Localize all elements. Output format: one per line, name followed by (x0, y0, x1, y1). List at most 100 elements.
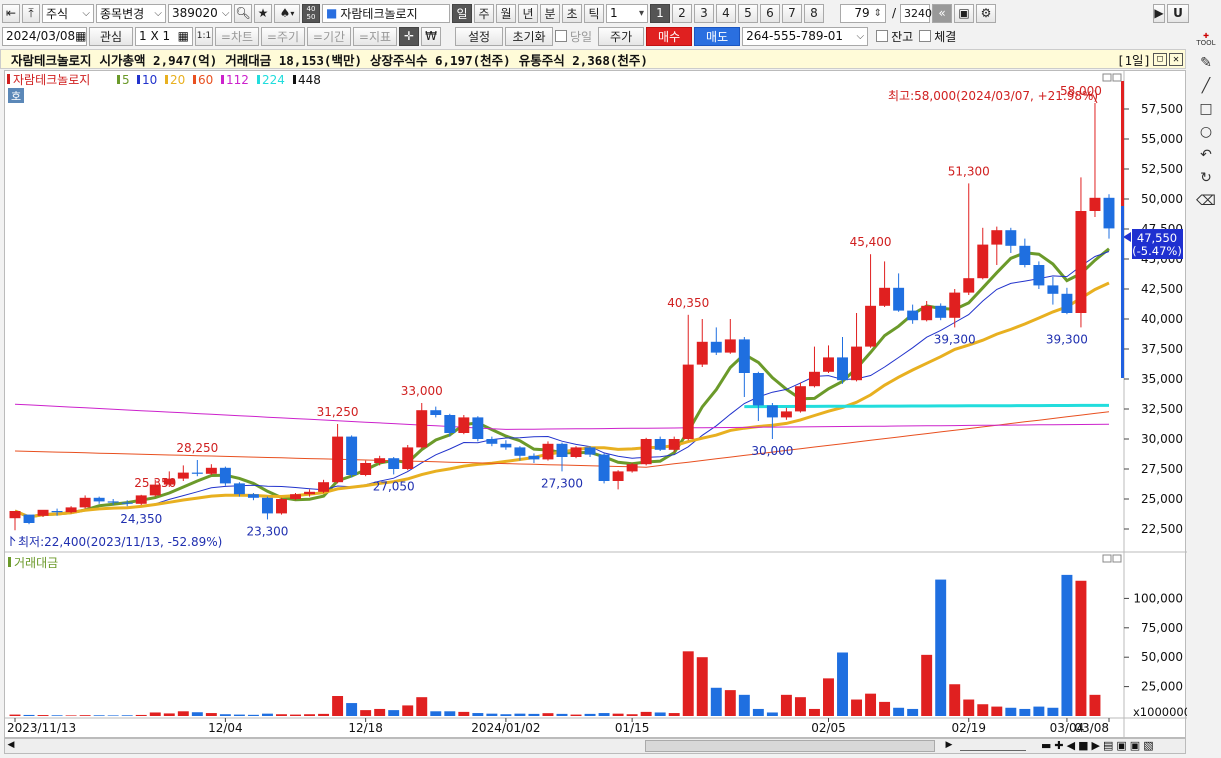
volume-bar (472, 713, 484, 716)
candle-body (963, 278, 975, 293)
scroll-left-icon[interactable]: ◀ (7, 740, 15, 750)
vol-pane-max-icon[interactable] (1102, 554, 1112, 563)
page-6[interactable]: 6 (760, 3, 780, 23)
scroll-thumb[interactable] (645, 740, 935, 752)
indicator-menu-button[interactable]: =지표 (353, 26, 397, 46)
layout-select[interactable]: 1 X 1 ▦ (135, 26, 193, 46)
page-2[interactable]: 2 (672, 3, 692, 23)
period-tick[interactable]: 틱 (584, 3, 604, 23)
maximize-icon[interactable]: □ (1153, 52, 1167, 66)
page-4[interactable]: 4 (716, 3, 736, 23)
page-3[interactable]: 3 (694, 3, 714, 23)
legend-ma-label: 60 (198, 73, 213, 87)
crosshair-button[interactable]: ✛ (399, 26, 419, 46)
price-button[interactable]: 주가 (598, 26, 645, 46)
zoom-slider[interactable] (960, 741, 1026, 751)
prev-page-button[interactable]: « (932, 3, 953, 23)
pencil-icon[interactable]: ✎ (1200, 55, 1212, 71)
price-tick-label: 52,500 (1141, 162, 1183, 176)
candle-body (1089, 197, 1101, 211)
period-minute[interactable]: 분 (540, 3, 560, 23)
hoga-badge[interactable]: 40 50 (302, 3, 320, 23)
pin-top-button[interactable]: ⤒ (22, 3, 40, 23)
pin-top-icon: ⤒ (28, 5, 34, 20)
close-icon[interactable]: ✕ (1169, 52, 1183, 66)
change-item-select[interactable]: 종목변경 ⌵ (96, 3, 166, 23)
buy-button[interactable]: 매수 (646, 26, 693, 46)
circle-tool-icon[interactable]: ○ (1199, 124, 1213, 140)
expand-right-button[interactable]: ▶ (1153, 3, 1165, 23)
volume-bar (823, 678, 834, 716)
pane-max-icon[interactable] (1102, 73, 1112, 82)
period-value-select[interactable]: 1 ▾ (606, 3, 648, 23)
scroll-right-icon[interactable]: ▶ (945, 740, 953, 750)
account-select[interactable]: 264-555-789-01 ⌵ (742, 26, 869, 46)
volume-bar (1033, 706, 1045, 716)
candle-body (219, 467, 231, 484)
excel-icon[interactable]: ▤ (1102, 739, 1117, 752)
save-icon[interactable]: ▣ (1129, 739, 1144, 752)
page-8[interactable]: 8 (804, 3, 824, 23)
stock-menu-button[interactable]: =주기 (261, 26, 305, 46)
volume-tick-label: 50,000 (1141, 650, 1183, 664)
period-day[interactable]: 일 (452, 3, 472, 23)
page-1[interactable]: 1 (650, 3, 670, 23)
spade-menu-button[interactable]: ♠ ▾ (274, 3, 300, 23)
chart-controls[interactable]: ▬✚◀■▶▤▣▣▧ (1041, 739, 1157, 752)
market-select[interactable]: 주식 ⌵ (42, 3, 94, 23)
filled-checkbox[interactable]: 체결 (919, 28, 956, 45)
settings-button[interactable]: ⚙ (976, 3, 997, 23)
ratio-button[interactable]: 1:1 (195, 26, 213, 46)
period-week[interactable]: 주 (474, 3, 494, 23)
zoom-out-icon[interactable]: ▬ (1041, 739, 1055, 752)
interest-button[interactable]: 관심 (89, 26, 133, 46)
chart-area[interactable]: 자람테크놀로지 5 10 20 60 112 224 448 호 57,500 55,000 5… (4, 70, 1191, 739)
stock-name-field[interactable]: ■ 자람테크놀로지 (322, 3, 450, 23)
period-month[interactable]: 월 (496, 3, 516, 23)
candle-body (318, 482, 330, 492)
eraser-icon[interactable]: ⌫ (1196, 193, 1216, 209)
price-chart-svg[interactable]: 자람테크놀로지 5 10 20 60 112 224 448 호 57,500 55,000 5… (5, 71, 1191, 739)
period-menu-button[interactable]: =기간 (307, 26, 351, 46)
reset-button[interactable]: 초기화 (505, 26, 553, 46)
candle-body (23, 514, 35, 523)
page-7[interactable]: 7 (782, 3, 802, 23)
favorite-button[interactable]: ★ (254, 3, 272, 23)
date-input[interactable]: 2024/03/08 ▦ (2, 26, 87, 46)
print-icon[interactable]: ▣ (1116, 739, 1130, 752)
user-button[interactable]: U (1167, 3, 1189, 23)
line-tool-icon[interactable]: ╱ (1201, 78, 1211, 94)
hoga-icon[interactable] (8, 88, 24, 103)
legend-ma-marker (165, 75, 168, 84)
page-5[interactable]: 5 (738, 3, 758, 23)
undo-icon[interactable]: ↶ (1200, 147, 1212, 163)
collapse-left-button[interactable]: ⇤ (2, 3, 20, 23)
currency-button[interactable]: ₩ (421, 26, 441, 46)
price-extreme-label: 39,300 (934, 332, 976, 346)
current-price-pointer-icon (1123, 232, 1131, 242)
capture-icon[interactable]: ▧ (1143, 739, 1157, 752)
stop-icon[interactable]: ■ (1078, 739, 1092, 752)
redo-icon[interactable]: ↻ (1200, 170, 1212, 186)
pane-close-icon[interactable] (1112, 73, 1122, 82)
balance-checkbox[interactable]: 잔고 (876, 28, 913, 45)
price-tick-label: 30,000 (1141, 432, 1183, 446)
settings-text-button[interactable]: 설정 (455, 26, 503, 46)
play-icon[interactable]: ▶ (1091, 739, 1103, 752)
period-second[interactable]: 초 (562, 3, 582, 23)
rewind-icon[interactable]: ◀ (1066, 739, 1079, 752)
search-button[interactable]: 🔍︎ (234, 3, 252, 23)
tool-menu-icon[interactable]: ✚ TOOL (1196, 32, 1216, 47)
today-checkbox[interactable]: 당일 (555, 28, 592, 45)
vol-pane-close-icon[interactable] (1112, 554, 1122, 563)
legend-ma-label: 112 (226, 73, 249, 87)
rectangle-tool-icon[interactable]: □ (1199, 101, 1213, 117)
chart-menu-button[interactable]: =차트 (215, 26, 259, 46)
display-count-input[interactable]: 79 ⇕ (840, 3, 886, 23)
stock-code-input[interactable]: 389020 ⌵ (168, 3, 232, 23)
sell-button[interactable]: 매도 (694, 26, 741, 46)
legend-ma-label: 20 (170, 73, 185, 87)
save-button[interactable]: ▣ (954, 3, 975, 23)
zoom-in-icon[interactable]: ✚ (1054, 739, 1067, 752)
period-year[interactable]: 년 (518, 3, 538, 23)
